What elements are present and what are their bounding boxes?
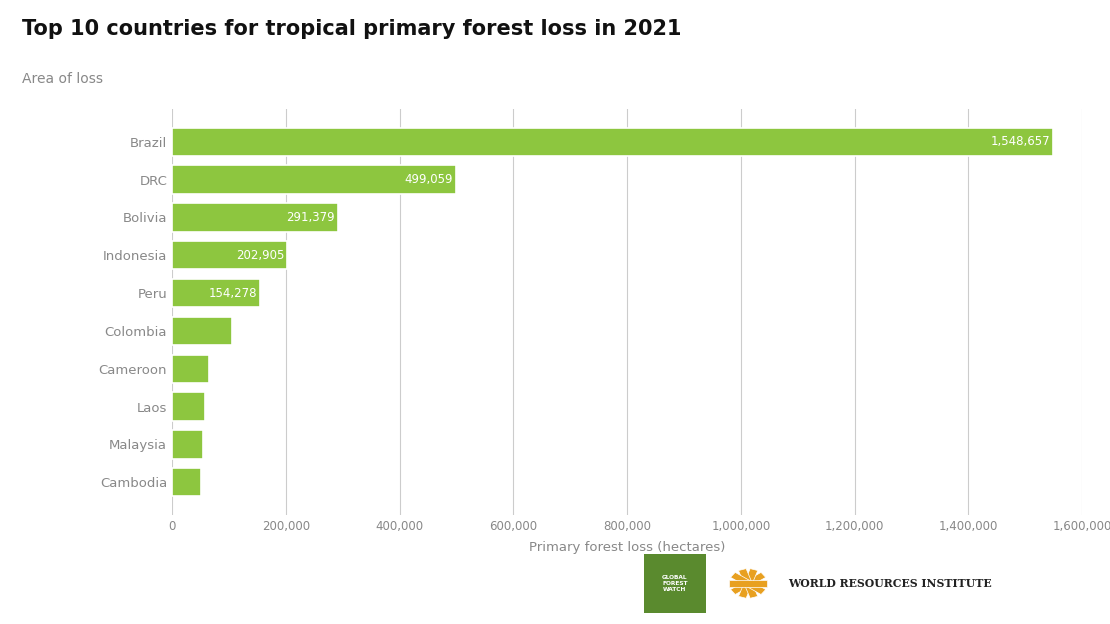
Bar bbox=[172, 279, 260, 307]
Bar bbox=[172, 241, 287, 270]
Text: 499,059: 499,059 bbox=[405, 173, 453, 186]
Bar bbox=[172, 430, 203, 459]
Text: 202,905: 202,905 bbox=[236, 249, 284, 262]
FancyBboxPatch shape bbox=[644, 554, 706, 613]
Polygon shape bbox=[730, 572, 766, 595]
Polygon shape bbox=[730, 572, 766, 595]
Bar bbox=[172, 317, 232, 345]
Bar bbox=[172, 165, 456, 194]
Polygon shape bbox=[729, 580, 767, 587]
Text: GLOBAL
FOREST
WATCH: GLOBAL FOREST WATCH bbox=[663, 575, 687, 592]
Text: 154,278: 154,278 bbox=[209, 286, 258, 300]
Bar bbox=[172, 468, 201, 496]
Text: Top 10 countries for tropical primary forest loss in 2021: Top 10 countries for tropical primary fo… bbox=[22, 19, 682, 39]
Text: WORLD RESOURCES INSTITUTE: WORLD RESOURCES INSTITUTE bbox=[788, 578, 991, 589]
Bar bbox=[172, 354, 209, 383]
Bar bbox=[172, 128, 1053, 156]
Bar bbox=[172, 392, 205, 421]
Bar bbox=[172, 203, 337, 232]
Text: 1,548,657: 1,548,657 bbox=[990, 135, 1050, 149]
X-axis label: Primary forest loss (hectares): Primary forest loss (hectares) bbox=[529, 541, 725, 554]
Polygon shape bbox=[738, 568, 758, 598]
Text: Area of loss: Area of loss bbox=[22, 72, 103, 85]
Text: 291,379: 291,379 bbox=[286, 211, 335, 224]
Polygon shape bbox=[729, 580, 767, 587]
Polygon shape bbox=[738, 568, 758, 598]
